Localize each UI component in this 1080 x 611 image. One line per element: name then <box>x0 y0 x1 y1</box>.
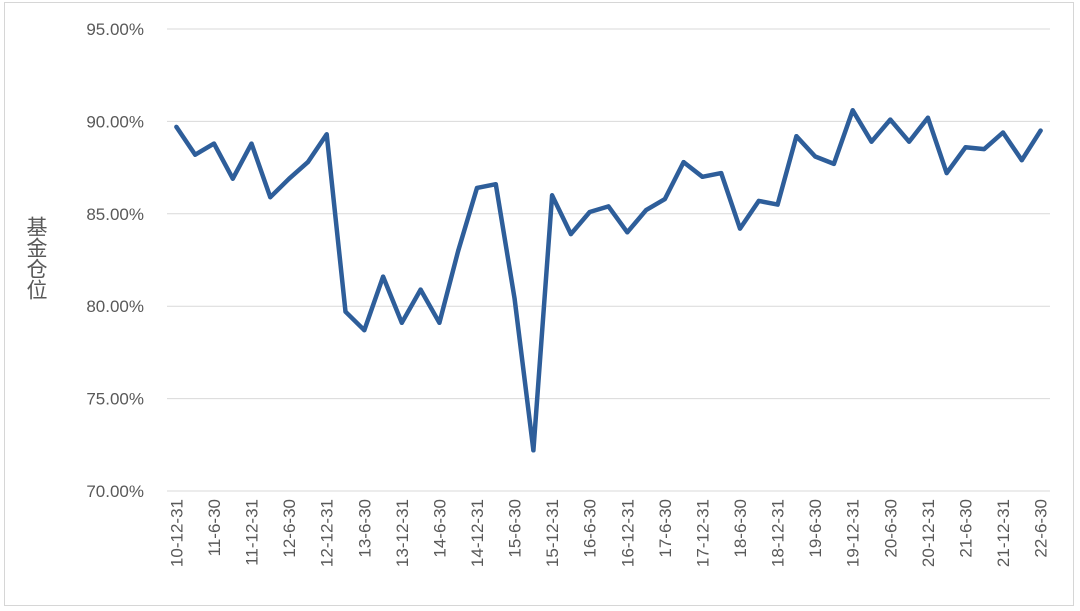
gridlines <box>167 28 1050 492</box>
data-point <box>700 174 705 179</box>
data-point <box>268 195 273 200</box>
x-tick-label: 18-6-30 <box>731 499 750 558</box>
y-axis-ticks: 70.00% 75.00% 80.00% 85.00% 90.00% 95.00% <box>86 20 144 501</box>
x-tick-label: 13-12-31 <box>393 499 412 567</box>
data-point <box>249 141 254 146</box>
x-tick-label: 12-6-30 <box>280 499 299 558</box>
data-point <box>644 208 649 213</box>
data-point <box>512 296 517 301</box>
data-point <box>493 182 498 187</box>
data-point <box>456 248 461 253</box>
data-point <box>568 232 573 237</box>
data-point <box>719 171 724 176</box>
series-line <box>174 108 1043 453</box>
data-point <box>324 132 329 137</box>
data-point <box>869 139 874 144</box>
data-point <box>1019 158 1024 163</box>
x-axis-ticks: 10-12-31 11-6-30 11-12-31 12-6-30 12-12-31 13… <box>167 499 1050 567</box>
chart-frame <box>4 2 1074 606</box>
data-point <box>888 117 893 122</box>
x-tick-label: 16-6-30 <box>581 499 600 558</box>
data-point <box>437 320 442 325</box>
data-point <box>813 154 818 159</box>
data-point <box>1001 130 1006 135</box>
data-point <box>230 176 235 181</box>
data-point <box>963 145 968 150</box>
x-tick-label: 19-12-31 <box>844 499 863 567</box>
x-tick-label: 15-12-31 <box>543 499 562 567</box>
y-axis-label: 基金仓位 <box>24 216 48 300</box>
data-point <box>681 160 686 165</box>
x-tick-label: 11-12-31 <box>243 499 262 566</box>
x-tick-label: 22-6-30 <box>1032 499 1051 558</box>
data-point <box>662 197 667 202</box>
x-tick-label: 13-6-30 <box>355 499 374 558</box>
data-point <box>756 198 761 203</box>
data-point <box>362 328 367 333</box>
x-tick-label: 12-12-31 <box>318 499 337 567</box>
x-tick-label: 15-6-30 <box>506 499 525 558</box>
data-point <box>606 204 611 209</box>
data-point <box>982 147 987 152</box>
data-point <box>193 152 198 157</box>
data-point <box>587 209 592 214</box>
y-tick-label: 70.00% <box>86 482 144 501</box>
x-tick-label: 21-6-30 <box>956 499 975 558</box>
data-point <box>399 320 404 325</box>
data-point <box>831 161 836 166</box>
x-tick-label: 20-6-30 <box>881 499 900 558</box>
data-point <box>907 139 912 144</box>
series-layer <box>174 108 1043 453</box>
data-point <box>287 176 292 181</box>
data-points <box>174 108 1043 453</box>
data-point <box>418 287 423 292</box>
x-tick-label: 18-12-31 <box>769 499 788 567</box>
data-point <box>550 193 555 198</box>
y-tick-label: 90.00% <box>86 112 144 131</box>
data-point <box>474 185 479 190</box>
x-tick-label: 17-6-30 <box>656 499 675 558</box>
data-point <box>174 124 179 129</box>
data-point <box>211 141 216 146</box>
y-tick-label: 75.00% <box>86 390 144 409</box>
data-point <box>625 230 630 235</box>
y-tick-label: 85.00% <box>86 205 144 224</box>
data-point <box>305 160 310 165</box>
y-tick-label: 95.00% <box>86 20 144 39</box>
x-tick-label: 14-6-30 <box>430 499 449 558</box>
data-point <box>850 108 855 113</box>
y-tick-label: 80.00% <box>86 297 144 316</box>
data-point <box>775 202 780 207</box>
data-point <box>531 448 536 453</box>
x-tick-label: 17-12-31 <box>693 499 712 567</box>
x-tick-label: 21-12-31 <box>994 499 1013 567</box>
data-point <box>343 309 348 314</box>
data-point <box>925 115 930 120</box>
x-tick-label: 14-12-31 <box>468 499 487 567</box>
data-point <box>738 226 743 231</box>
x-tick-label: 16-12-31 <box>618 499 637 567</box>
x-tick-label: 10-12-31 <box>167 499 186 567</box>
data-point <box>381 274 386 279</box>
data-point <box>1038 128 1043 133</box>
data-point <box>794 134 799 139</box>
x-tick-label: 20-12-31 <box>919 499 938 567</box>
data-point <box>944 171 949 176</box>
x-tick-label: 11-6-30 <box>205 499 224 556</box>
x-tick-label: 19-6-30 <box>806 499 825 558</box>
